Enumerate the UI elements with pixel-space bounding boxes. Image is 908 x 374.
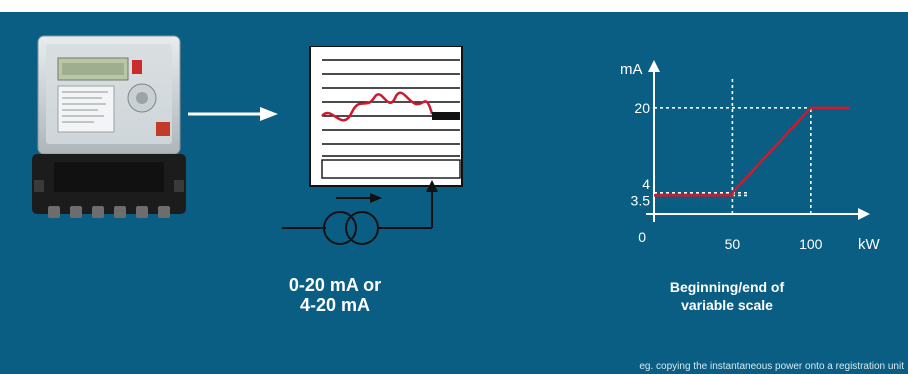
arrow-right-icon [188,107,278,121]
chart-ticks: 3.54 20 0 50 100 [631,100,823,252]
current-range-caption: 0-20 mA or 4-20 mA [225,275,445,315]
x-axis-label: kW [858,236,881,253]
y-axis-arrow [648,60,660,72]
footnote: eg. copying the instantaneous power onto… [639,361,904,372]
y-tick-label-0: 3.5 [631,192,651,208]
x-tick-label-0: 0 [638,229,646,245]
diagram-panel: 0-20 mA or 4-20 mA Beginning/end of vari… [0,12,908,374]
variable-scale-line-2: variable scale [681,297,773,313]
current-range-line-1: 0-20 mA or [288,275,382,295]
current-transformer-icon [282,180,438,245]
series-line-mA-vs-kW [654,106,850,197]
electricity-meter-icon [32,35,186,218]
recorder-chart-icon [282,46,463,245]
current-range-line-2: 4-20 mA [299,295,371,315]
x-tick-label-1: 50 [725,236,741,252]
transfer-function-chart: mA kW 3.54 20 0 50 100 [620,60,881,253]
x-tick-label-2: 100 [799,236,823,252]
y-tick-label-1: 4 [642,176,650,192]
y-tick-label-2: 20 [634,100,650,116]
y-axis-label: mA [620,61,643,78]
variable-scale-line-1: Beginning/end of [669,279,785,295]
chart-axes [646,60,870,222]
x-axis-arrow [858,208,870,220]
variable-scale-caption: Beginning/end of variable scale [632,278,822,314]
chart-guides [654,76,850,214]
